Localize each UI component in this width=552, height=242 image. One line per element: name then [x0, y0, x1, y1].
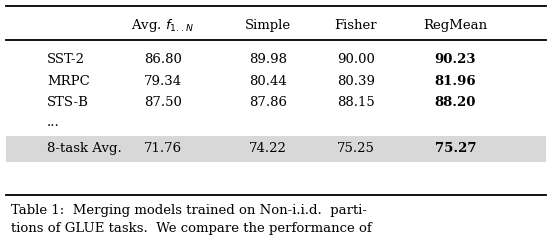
Text: Simple: Simple: [245, 19, 291, 32]
Text: 81.96: 81.96: [434, 75, 476, 88]
Text: 87.86: 87.86: [249, 96, 286, 109]
Text: 74.22: 74.22: [249, 142, 286, 155]
Text: 80.44: 80.44: [249, 75, 286, 88]
Text: STS-B: STS-B: [47, 96, 89, 109]
Text: 79.34: 79.34: [144, 75, 182, 88]
Text: MRPC: MRPC: [47, 75, 89, 88]
Text: 86.80: 86.80: [144, 53, 182, 66]
FancyBboxPatch shape: [6, 136, 546, 162]
Text: 75.25: 75.25: [337, 142, 375, 155]
Text: 80.39: 80.39: [337, 75, 375, 88]
Text: Fisher: Fisher: [335, 19, 378, 32]
Text: 88.15: 88.15: [337, 96, 375, 109]
Text: Avg. $f_{1..N}$: Avg. $f_{1..N}$: [131, 17, 194, 34]
Text: ...: ...: [47, 116, 60, 129]
Text: 90.00: 90.00: [337, 53, 375, 66]
Text: 87.50: 87.50: [144, 96, 182, 109]
Text: SST-2: SST-2: [47, 53, 85, 66]
Text: RegMean: RegMean: [423, 19, 487, 32]
Text: 71.76: 71.76: [144, 142, 182, 155]
Text: 8-task Avg.: 8-task Avg.: [47, 142, 121, 155]
Text: Table 1:  Merging models trained on Non-i.i.d.  parti-
tions of GLUE tasks.  We : Table 1: Merging models trained on Non-i…: [11, 204, 372, 235]
Text: 89.98: 89.98: [249, 53, 286, 66]
Text: 75.27: 75.27: [434, 142, 476, 155]
Text: 90.23: 90.23: [434, 53, 476, 66]
Text: 88.20: 88.20: [435, 96, 476, 109]
